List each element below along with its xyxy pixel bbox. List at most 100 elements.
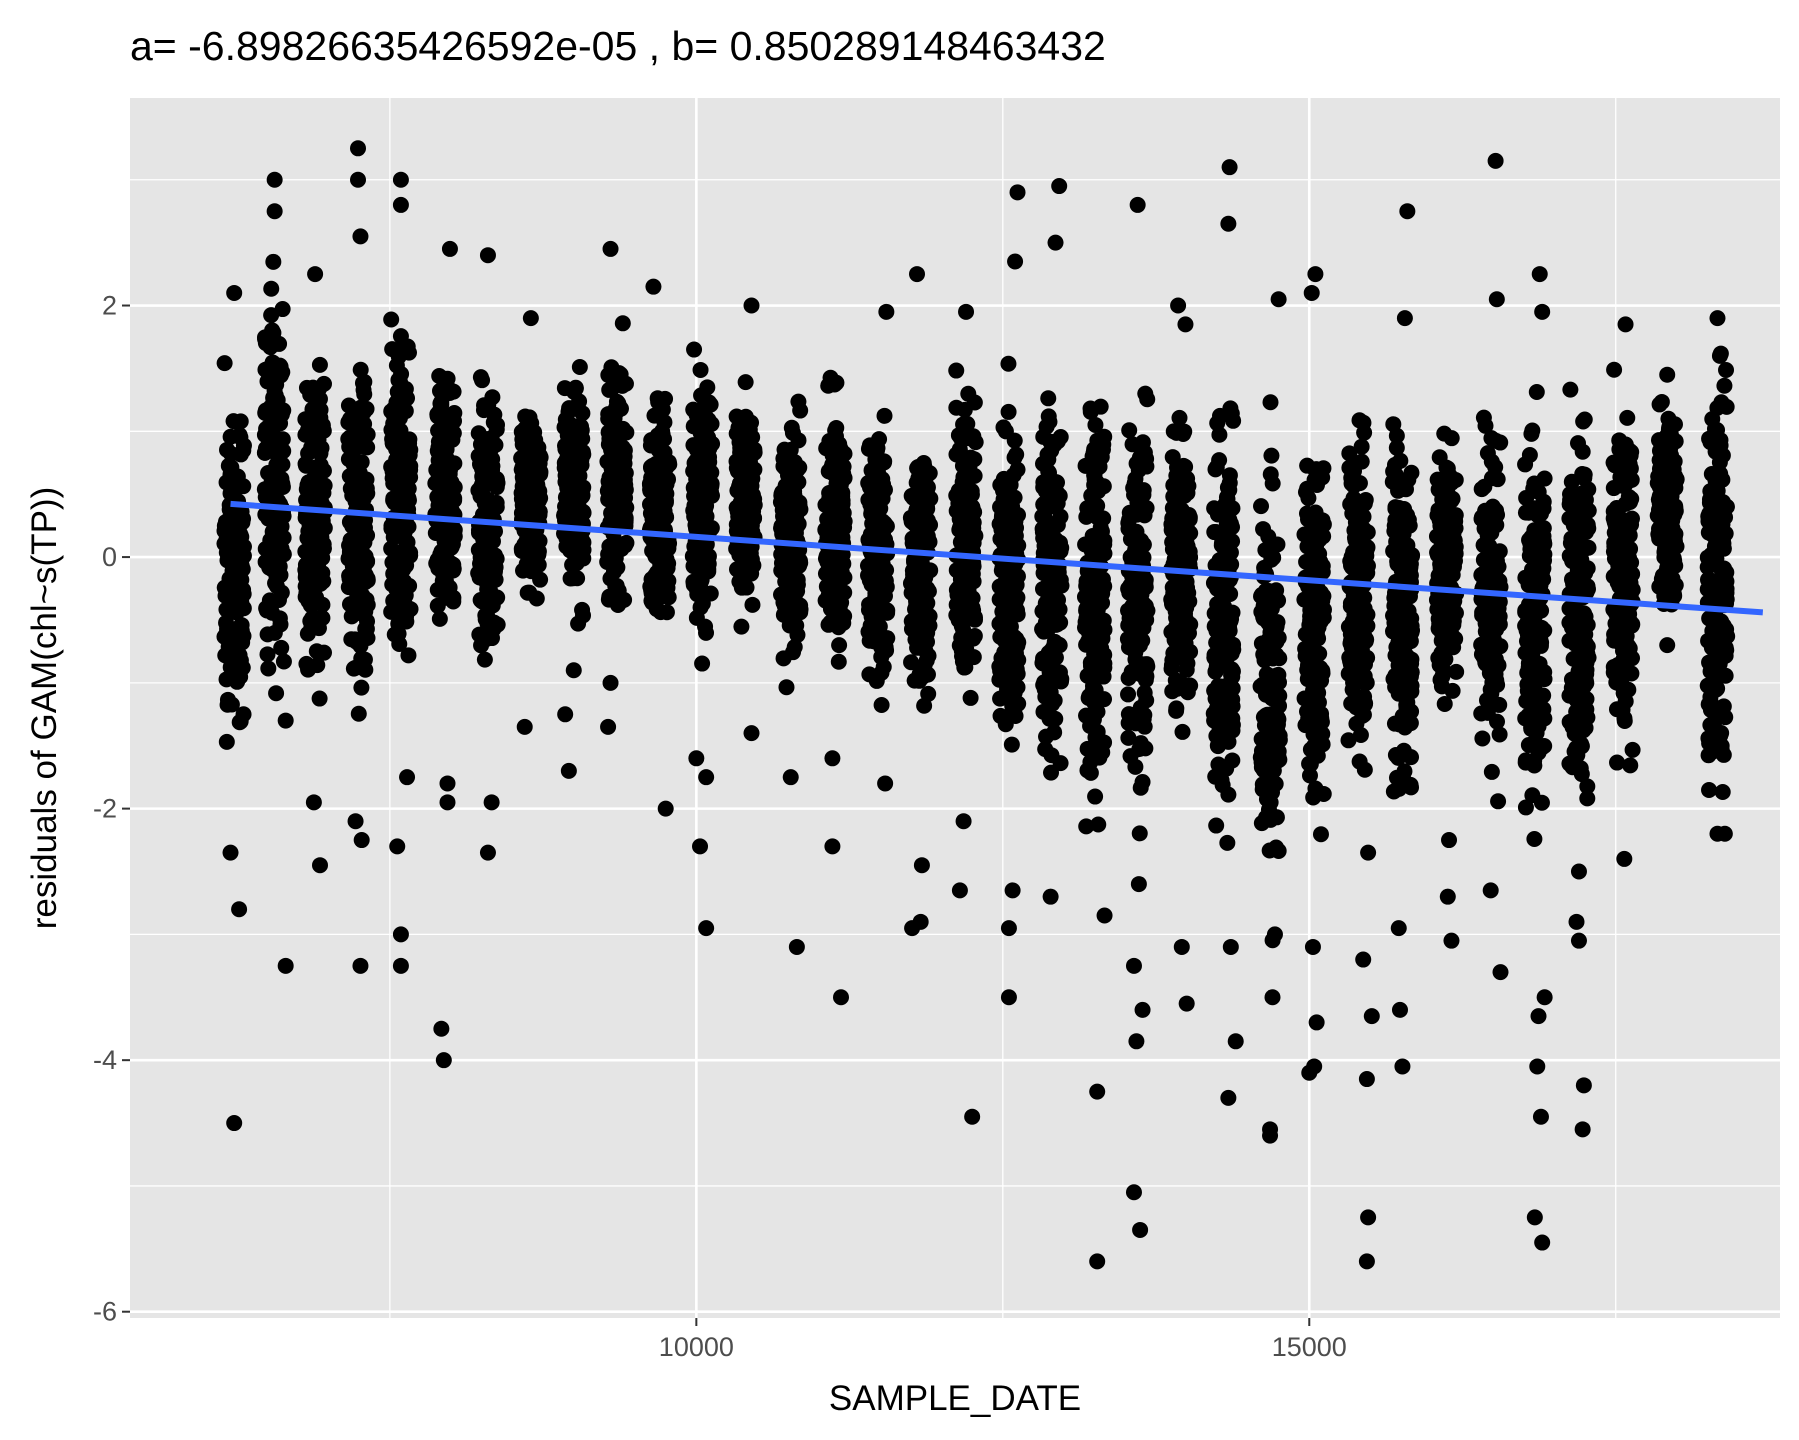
data-point [687, 517, 704, 534]
data-point [308, 643, 325, 660]
data-point [948, 362, 965, 379]
data-point [1164, 652, 1181, 669]
data-point [473, 482, 490, 499]
data-point [1536, 664, 1553, 681]
data-point [745, 462, 762, 479]
data-point [1573, 766, 1590, 783]
data-point [570, 615, 587, 632]
data-point [920, 685, 937, 702]
data-point [1138, 692, 1155, 709]
data-point [1483, 763, 1500, 780]
data-point [304, 610, 321, 627]
data-point [392, 328, 409, 345]
data-point [1052, 543, 1069, 560]
data-point [1164, 449, 1181, 466]
data-point [1491, 543, 1508, 560]
data-point [1223, 556, 1240, 573]
data-point [601, 430, 618, 447]
data-point [873, 664, 890, 681]
data-point [822, 488, 839, 505]
data-point [746, 497, 763, 514]
data-point [256, 444, 273, 461]
data-point [440, 426, 457, 443]
data-point [1487, 638, 1504, 655]
data-point [1564, 718, 1581, 735]
data-point [868, 442, 885, 459]
data-point [526, 424, 543, 441]
data-point [562, 570, 579, 587]
data-point [389, 409, 406, 426]
data-point [902, 575, 919, 592]
data-point [918, 652, 935, 669]
data-point [966, 394, 983, 411]
data-point [273, 639, 290, 656]
data-point [1577, 524, 1594, 541]
data-point [746, 441, 763, 458]
data-point [703, 415, 720, 432]
data-point [1124, 436, 1141, 453]
data-point [1398, 704, 1415, 721]
data-point [950, 612, 967, 629]
data-point [340, 397, 357, 414]
data-point [1257, 589, 1274, 606]
data-point [874, 490, 891, 507]
data-point [818, 440, 835, 457]
data-point [1576, 411, 1593, 428]
data-point [521, 409, 538, 426]
data-point [1008, 630, 1025, 647]
data-point [1040, 390, 1057, 407]
data-point [685, 548, 702, 565]
data-point [1524, 787, 1541, 804]
data-point [265, 407, 282, 424]
data-point [659, 579, 676, 596]
data-point [1486, 663, 1503, 680]
data-point [1532, 739, 1549, 756]
data-point [268, 685, 285, 702]
data-point [822, 571, 839, 588]
data-point [225, 590, 242, 607]
data-point [222, 603, 239, 620]
data-point [703, 520, 720, 537]
data-point [265, 253, 282, 270]
data-point [1523, 425, 1540, 442]
data-point [569, 490, 586, 507]
data-point [383, 311, 400, 328]
data-point [1008, 567, 1025, 584]
data-point [1401, 517, 1418, 534]
data-point [607, 577, 624, 594]
data-point [1004, 697, 1021, 714]
data-point [1168, 702, 1185, 719]
data-point [1299, 703, 1316, 720]
data-point [355, 404, 372, 421]
data-point [344, 487, 361, 504]
data-point [1268, 674, 1285, 691]
data-point [1619, 409, 1636, 426]
data-point [573, 418, 590, 435]
data-point [728, 453, 745, 470]
data-point [1175, 457, 1192, 474]
data-point [1608, 605, 1625, 622]
data-point [1223, 405, 1240, 422]
data-point [400, 647, 417, 664]
data-point [1609, 528, 1626, 545]
data-point [1212, 623, 1229, 640]
data-point [392, 544, 409, 561]
data-point [1447, 545, 1464, 562]
data-point [904, 562, 921, 579]
data-point [400, 344, 417, 361]
data-point [1565, 650, 1582, 667]
data-point [959, 456, 976, 473]
data-point [1271, 727, 1288, 744]
data-point [475, 453, 492, 470]
data-point [1093, 640, 1110, 657]
data-point [532, 571, 549, 588]
data-point [1623, 443, 1640, 460]
data-point [1224, 752, 1241, 769]
data-point [834, 529, 851, 546]
data-point [1312, 826, 1329, 843]
data-point [997, 423, 1014, 440]
data-point [487, 436, 504, 453]
data-point [1077, 613, 1094, 630]
data-point [1300, 511, 1317, 528]
data-point [1565, 606, 1582, 623]
